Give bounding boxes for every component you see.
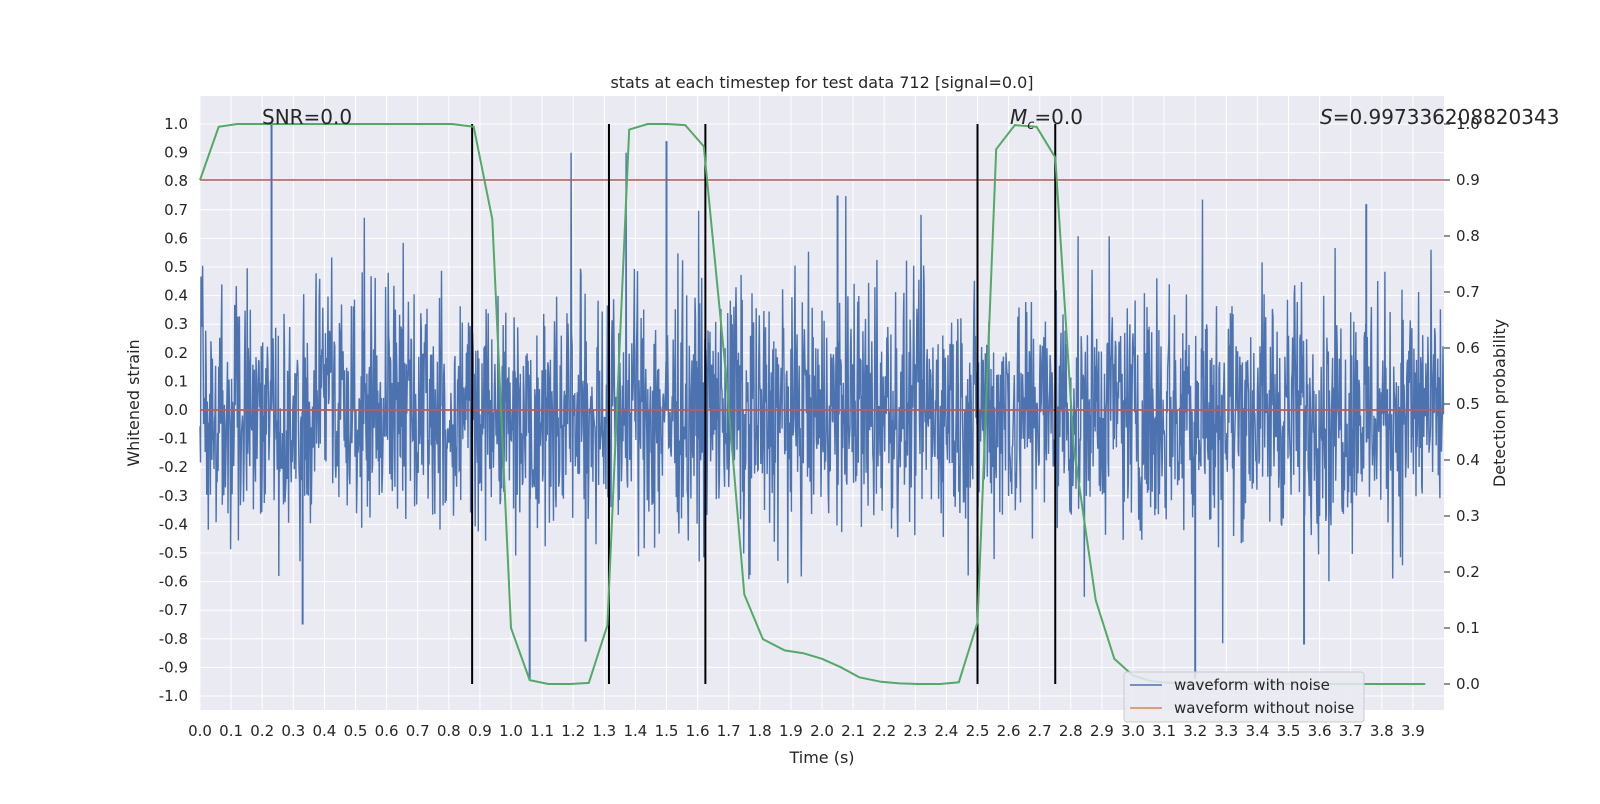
x-tick-label: 1.6 [686, 722, 710, 740]
x-tick-label: 0.3 [281, 722, 305, 740]
x-tick-label: 2.8 [1059, 722, 1083, 740]
y-tick-label: -0.4 [159, 515, 188, 533]
y2-tick-label: 0.9 [1456, 171, 1480, 189]
x-tick-label: 2.5 [966, 722, 990, 740]
x-tick-label: 2.3 [903, 722, 927, 740]
x-tick-label: 0.1 [219, 722, 243, 740]
y-tick-label: -0.3 [159, 487, 188, 505]
reference-lines-layer [200, 124, 1444, 684]
x-tick-label: 0.4 [312, 722, 336, 740]
y-tick-labels: 1.0 0.9 0.8 0.7 0.6 0.5 0.4 0.3 0.2 0.1 0.0 -0.1 -0.… [159, 115, 188, 705]
y-axis-label: Whitened strain [124, 339, 143, 466]
x-tick-label: 1.2 [561, 722, 585, 740]
x-tick-label: 1.4 [623, 722, 647, 740]
snr-annotation: SNR=0.0 [262, 105, 352, 129]
y2-tick-label: 0.1 [1456, 619, 1480, 637]
y-tick-label: 0.6 [164, 229, 188, 247]
x-tick-label: 3.4 [1245, 722, 1269, 740]
y-tick-label: 0.8 [164, 172, 188, 190]
y-tick-label: -0.8 [159, 630, 188, 648]
noise-waveform-layer [199, 124, 1445, 679]
x-tick-label: 2.4 [934, 722, 958, 740]
chirp-mass-annotation: Mc=0.0 [1010, 105, 1083, 133]
noise-waveform-line [199, 152, 1445, 644]
y-tick-label: -0.6 [159, 573, 188, 591]
y-tick-label: -1.0 [159, 687, 188, 705]
x-axis-label: Time (s) [788, 748, 854, 767]
chirp-mass-subscript: c [1027, 118, 1034, 133]
x-tick-label: 1.5 [655, 722, 679, 740]
x-tick-label: 3.0 [1121, 722, 1145, 740]
x-tick-label: 1.0 [499, 722, 523, 740]
y-tick-label: 0.2 [164, 344, 188, 362]
x-tick-labels: 0.0 0.1 0.2 0.3 0.4 0.5 0.6 0.7 0.8 0.9 1.0 1.1 1.2 1… [188, 722, 1425, 740]
x-tick-label: 2.2 [872, 722, 896, 740]
y-tick-label: 0.5 [164, 258, 188, 276]
legend: waveform with noise waveform without noi… [1123, 671, 1365, 723]
x-tick-label: 0.6 [375, 722, 399, 740]
x-tick-label: 1.1 [530, 722, 554, 740]
y-tick-label: 1.0 [164, 115, 188, 133]
x-tick-label: 0.7 [406, 722, 430, 740]
x-tick-label: 3.9 [1401, 722, 1425, 740]
y2-tick-label: 0.5 [1456, 395, 1480, 413]
x-tick-label: 2.7 [1028, 722, 1052, 740]
x-tick-label: 0.0 [188, 722, 212, 740]
y-tick-label: 0.9 [164, 144, 188, 162]
x-tick-label: 0.2 [250, 722, 274, 740]
legend-label-clean: waveform without noise [1174, 699, 1354, 717]
y2-tick-label: 0.2 [1456, 563, 1480, 581]
chirp-mass-value: =0.0 [1034, 105, 1083, 129]
y-tick-label: 0.0 [164, 401, 188, 419]
y-tick-label: 0.4 [164, 287, 188, 305]
x-tick-label: 3.3 [1214, 722, 1238, 740]
s-statistic-symbol: S [1320, 105, 1333, 129]
x-tick-label: 3.5 [1277, 722, 1301, 740]
x-tick-label: 2.0 [810, 722, 834, 740]
y2-tick-label: 0.0 [1456, 675, 1480, 693]
y2-tick-label: 0.7 [1456, 283, 1480, 301]
x-tick-label: 3.8 [1370, 722, 1394, 740]
chirp-mass-symbol: M [1010, 105, 1027, 129]
y-tick-label: -0.1 [159, 430, 188, 448]
x-tick-label: 0.8 [437, 722, 461, 740]
y2-axis-label: Detection probability [1490, 319, 1509, 487]
x-tick-label: 0.9 [468, 722, 492, 740]
x-tick-label: 3.6 [1308, 722, 1332, 740]
y2-tick-label: 0.8 [1456, 227, 1480, 245]
y2-tick-label: 0.4 [1456, 451, 1480, 469]
y-tick-label: -0.7 [159, 601, 188, 619]
x-tick-label: 1.8 [748, 722, 772, 740]
y2-tick-labels: 1.0 0.9 0.8 0.7 0.6 0.5 0.4 0.3 0.2 0.1 0.0 [1444, 115, 1480, 693]
chart-title: stats at each timestep for test data 712… [610, 73, 1033, 92]
x-tick-label: 3.2 [1183, 722, 1207, 740]
legend-label-noise: waveform with noise [1174, 676, 1330, 694]
legend-box [1123, 671, 1365, 723]
x-tick-label: 1.3 [592, 722, 616, 740]
x-tick-label: 1.9 [779, 722, 803, 740]
s-statistic-annotation: S=0.997336208820343 [1320, 105, 1559, 129]
s-statistic-value: =0.997336208820343 [1333, 105, 1560, 129]
y2-tick-label: 0.3 [1456, 507, 1480, 525]
y2-tick-label: 1.0 [1456, 115, 1480, 133]
y-tick-label: 0.1 [164, 372, 188, 390]
y-tick-label: 0.7 [164, 201, 188, 219]
y-tick-label: -0.2 [159, 458, 188, 476]
x-tick-label: 2.1 [841, 722, 865, 740]
x-tick-label: 0.5 [344, 722, 368, 740]
x-tick-label: 1.7 [717, 722, 741, 740]
x-tick-label: 2.6 [997, 722, 1021, 740]
y-tick-label: 0.3 [164, 315, 188, 333]
x-tick-label: 2.9 [1090, 722, 1114, 740]
x-tick-label: 3.7 [1339, 722, 1363, 740]
x-tick-label: 3.1 [1152, 722, 1176, 740]
y-tick-label: -0.9 [159, 658, 188, 676]
y-tick-label: -0.5 [159, 544, 188, 562]
y2-tick-label: 0.6 [1456, 339, 1480, 357]
